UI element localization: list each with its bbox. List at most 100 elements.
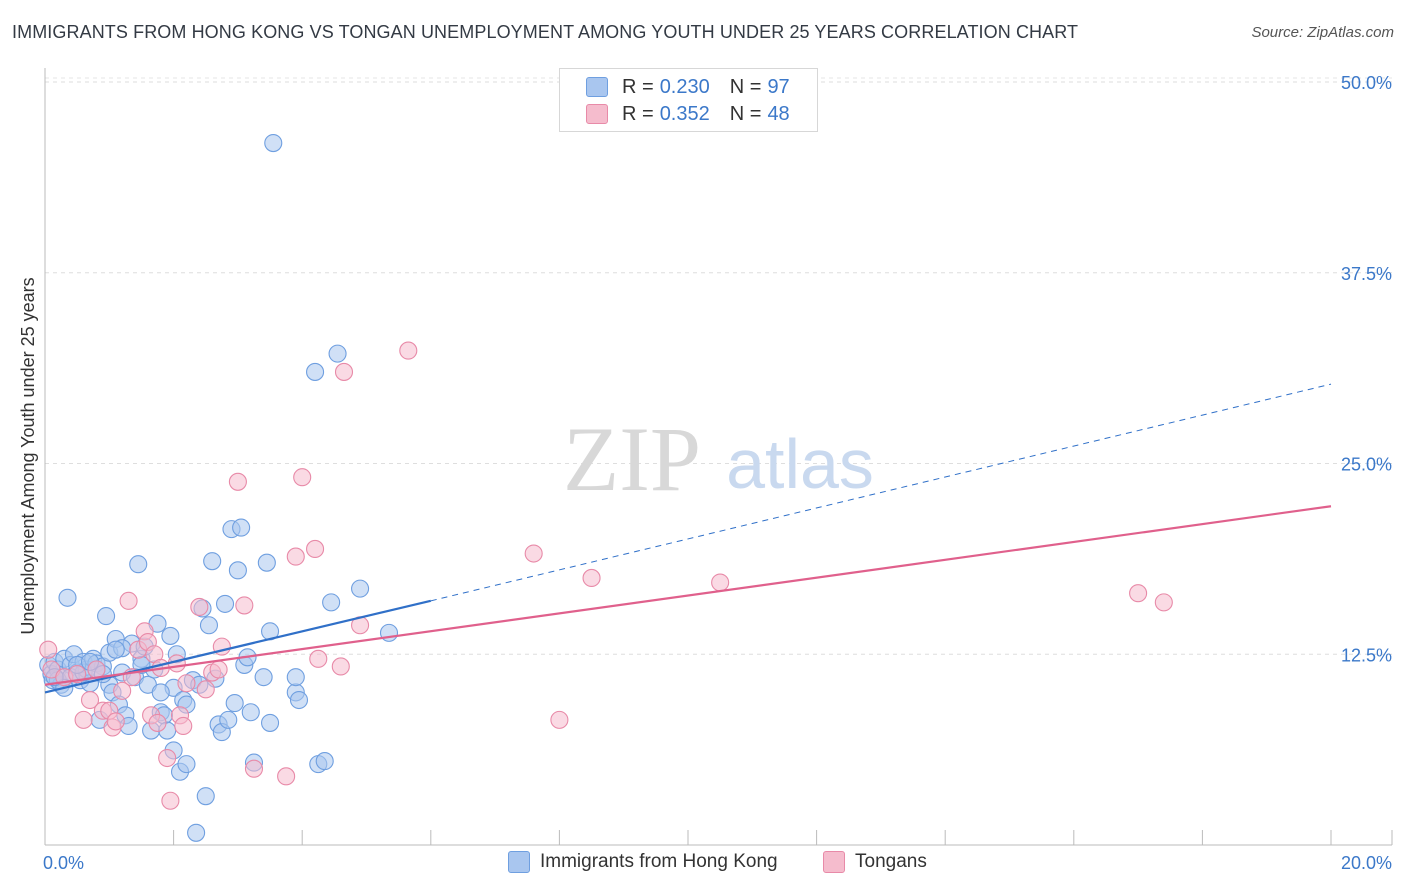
series-legend-tongans[interactable]: Tongans [823,851,927,873]
point-hongkong [151,683,170,702]
point-hongkong [203,552,222,571]
point-hongkong [161,626,180,645]
legend-n-label: N = [729,102,762,125]
point-hongkong [228,561,247,580]
point-hongkong [187,823,206,842]
point-tongans [399,341,418,360]
point-tongans [174,716,193,736]
correlation-legend: R = 0.230 N = 97 R = 0.352 N = 48 [559,68,818,132]
point-tongans [39,640,58,659]
point-hongkong [215,594,235,613]
point-hongkong [199,616,219,635]
point-hongkong [289,690,309,710]
point-tongans [68,665,87,684]
point-tongans [331,657,350,676]
point-tongans [209,660,228,679]
y-axis-label: Unemployment Among Youth under 25 years [18,277,38,634]
axes [44,68,1393,846]
point-hongkong [351,579,370,598]
point-hongkong [219,710,238,729]
series-swatch-tongans [823,851,845,873]
series-legend: Immigrants from Hong Kong Tongans [0,851,1406,879]
point-tongans [87,660,106,679]
point-hongkong [232,518,251,537]
legend-swatch-hongkong [586,77,608,97]
watermark-zip: ZIP [563,408,701,510]
point-tongans [286,547,305,566]
point-hongkong [196,787,215,806]
point-hongkong [177,755,196,774]
point-tongans [1129,584,1148,603]
point-tongans [244,759,264,778]
legend-r-label: R = [622,75,654,98]
series-label-hongkong: Immigrants from Hong Kong [540,851,778,872]
trend-hongkong [44,599,432,694]
series-swatch-hongkong [508,851,530,873]
legend-r-value: 0.352 [659,102,710,125]
data-points [39,133,1173,842]
trend-lines [44,383,1332,694]
point-hongkong [254,668,273,687]
point-tongans [309,649,328,668]
point-tongans [334,362,354,381]
point-tongans [74,710,93,729]
point-hongkong [106,640,125,659]
point-hongkong [257,553,276,572]
point-tongans [119,591,138,610]
point-tongans [158,748,177,768]
point-tongans [235,596,254,615]
point-hongkong [260,713,280,732]
legend-row-tongans: R = 0.352 N = 48 [586,101,790,127]
point-tongans [113,681,132,700]
grid-lines [45,77,1392,655]
point-hongkong [264,133,283,153]
point-hongkong [58,588,77,607]
legend-r-value: 0.230 [659,75,710,98]
point-hongkong [97,607,116,626]
point-tongans [161,791,180,810]
y-tick-label: 12.5% [1341,645,1392,665]
tick-labels: 12.5% 25.0% 37.5% 50.0% 0.0% 20.0% [43,73,1392,873]
chart-title: IMMIGRANTS FROM HONG KONG VS TONGAN UNEM… [12,22,1079,42]
x-tick-label: 20.0% [1341,853,1392,873]
legend-row-hongkong: R = 0.230 N = 97 [586,74,790,100]
x-tick-label: 0.0% [43,853,84,873]
source-label: Source: ZipAtlas.com [1251,24,1394,41]
point-hongkong [129,555,148,574]
point-tongans [711,573,730,592]
point-hongkong [241,703,260,722]
point-hongkong [306,362,325,381]
y-tick-label: 50.0% [1341,73,1392,93]
legend-swatch-tongans [586,104,608,124]
point-hongkong [315,752,334,771]
point-tongans [1154,593,1173,612]
point-tongans [106,712,125,731]
point-hongkong [225,694,244,713]
point-hongkong [322,593,341,612]
point-hongkong [328,344,347,363]
point-tongans [148,713,167,732]
y-tick-label: 25.0% [1341,455,1392,475]
legend-n-label: N = [729,75,762,98]
point-tongans [582,568,601,588]
series-legend-hongkong[interactable]: Immigrants from Hong Kong [508,851,778,873]
point-hongkong [286,668,305,687]
trend-tongans [44,505,1332,686]
point-tongans [277,767,296,786]
legend-n-value: 48 [767,102,790,125]
series-label-tongans: Tongans [855,851,927,872]
point-tongans [550,710,569,729]
point-tongans [196,680,215,699]
trend-hongkong-extrapolated [430,383,1332,602]
point-tongans [80,690,100,710]
point-tongans [228,472,247,491]
legend-n-value: 97 [767,75,790,98]
y-tick-label: 37.5% [1341,264,1392,284]
point-tongans [177,674,196,693]
watermark-atlas: atlas [726,425,874,503]
point-tongans [306,539,325,559]
point-tongans [293,468,312,487]
legend-r-label: R = [622,102,654,125]
point-tongans [190,597,209,616]
